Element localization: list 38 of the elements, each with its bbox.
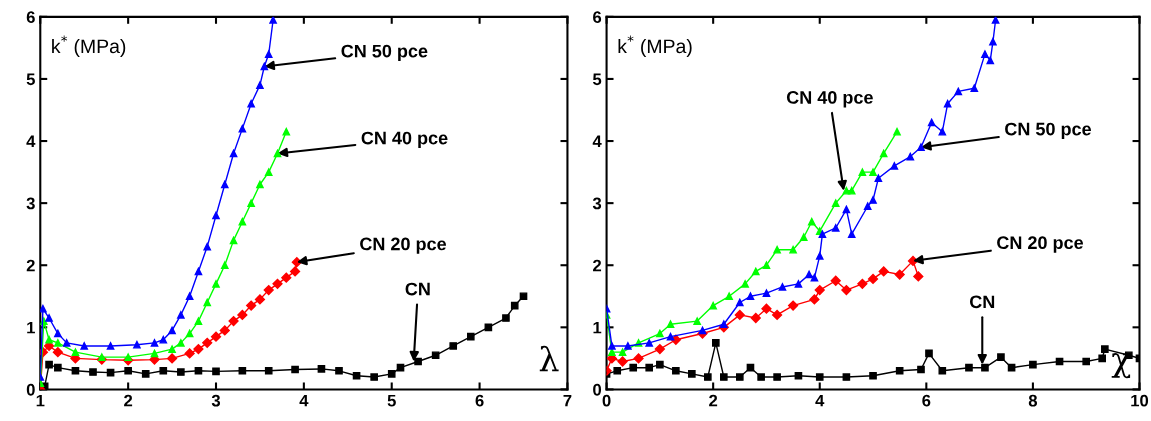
annotation: CN 40 pce — [361, 131, 448, 148]
y-tick-label: 3 — [26, 197, 35, 210]
annotation: CN 50 pce — [341, 44, 428, 62]
x-tick-label: 10 — [1131, 394, 1149, 407]
y-tick-label: 0 — [593, 383, 602, 396]
x-tick-label: 5 — [387, 394, 396, 407]
annotation: CN 50 pce — [1005, 122, 1092, 139]
x-tick-label: 8 — [1028, 394, 1038, 407]
x-tick-label: 1 — [36, 394, 45, 407]
y-tick-label: 1 — [27, 321, 35, 334]
y-axis-title: k$^{*}$ (MPa) — [52, 35, 126, 58]
y-tick-label: 1 — [593, 321, 602, 334]
y-tick-label: 0 — [26, 383, 35, 396]
y-tick-label: 2 — [593, 259, 602, 272]
x-tick-label: 4 — [299, 394, 309, 407]
annotation: CN 20 pce — [360, 237, 447, 254]
x-tick-label: 7 — [563, 394, 572, 407]
annotation: CN 40 pce — [786, 91, 873, 108]
y-tick-label: 5 — [26, 73, 35, 86]
y-axis-title: k$^{*}$ (MPa) — [618, 35, 692, 58]
x-tick-label: 3 — [211, 394, 221, 407]
y-tick-label: 3 — [592, 197, 602, 210]
x-tick-label: 4 — [815, 394, 825, 407]
y-tick-label: 4 — [592, 135, 602, 148]
y-tick-label: 5 — [592, 73, 602, 86]
x-tick-label: 0 — [602, 394, 611, 407]
y-tick-label: 6 — [593, 11, 602, 24]
annotation: CN — [405, 282, 430, 296]
y-tick-label: 4 — [26, 135, 36, 148]
x-tick-label: 6 — [475, 394, 484, 407]
y-tick-label: 6 — [26, 11, 35, 24]
annotation: CN 20 pce — [997, 236, 1084, 253]
x-tick-label: 6 — [922, 394, 931, 407]
x-axis-title: λ — [539, 345, 559, 372]
x-tick-label: 2 — [709, 394, 718, 407]
y-tick-label: 2 — [26, 259, 35, 272]
x-tick-label: 2 — [124, 394, 133, 407]
annotation: CN — [969, 295, 995, 309]
